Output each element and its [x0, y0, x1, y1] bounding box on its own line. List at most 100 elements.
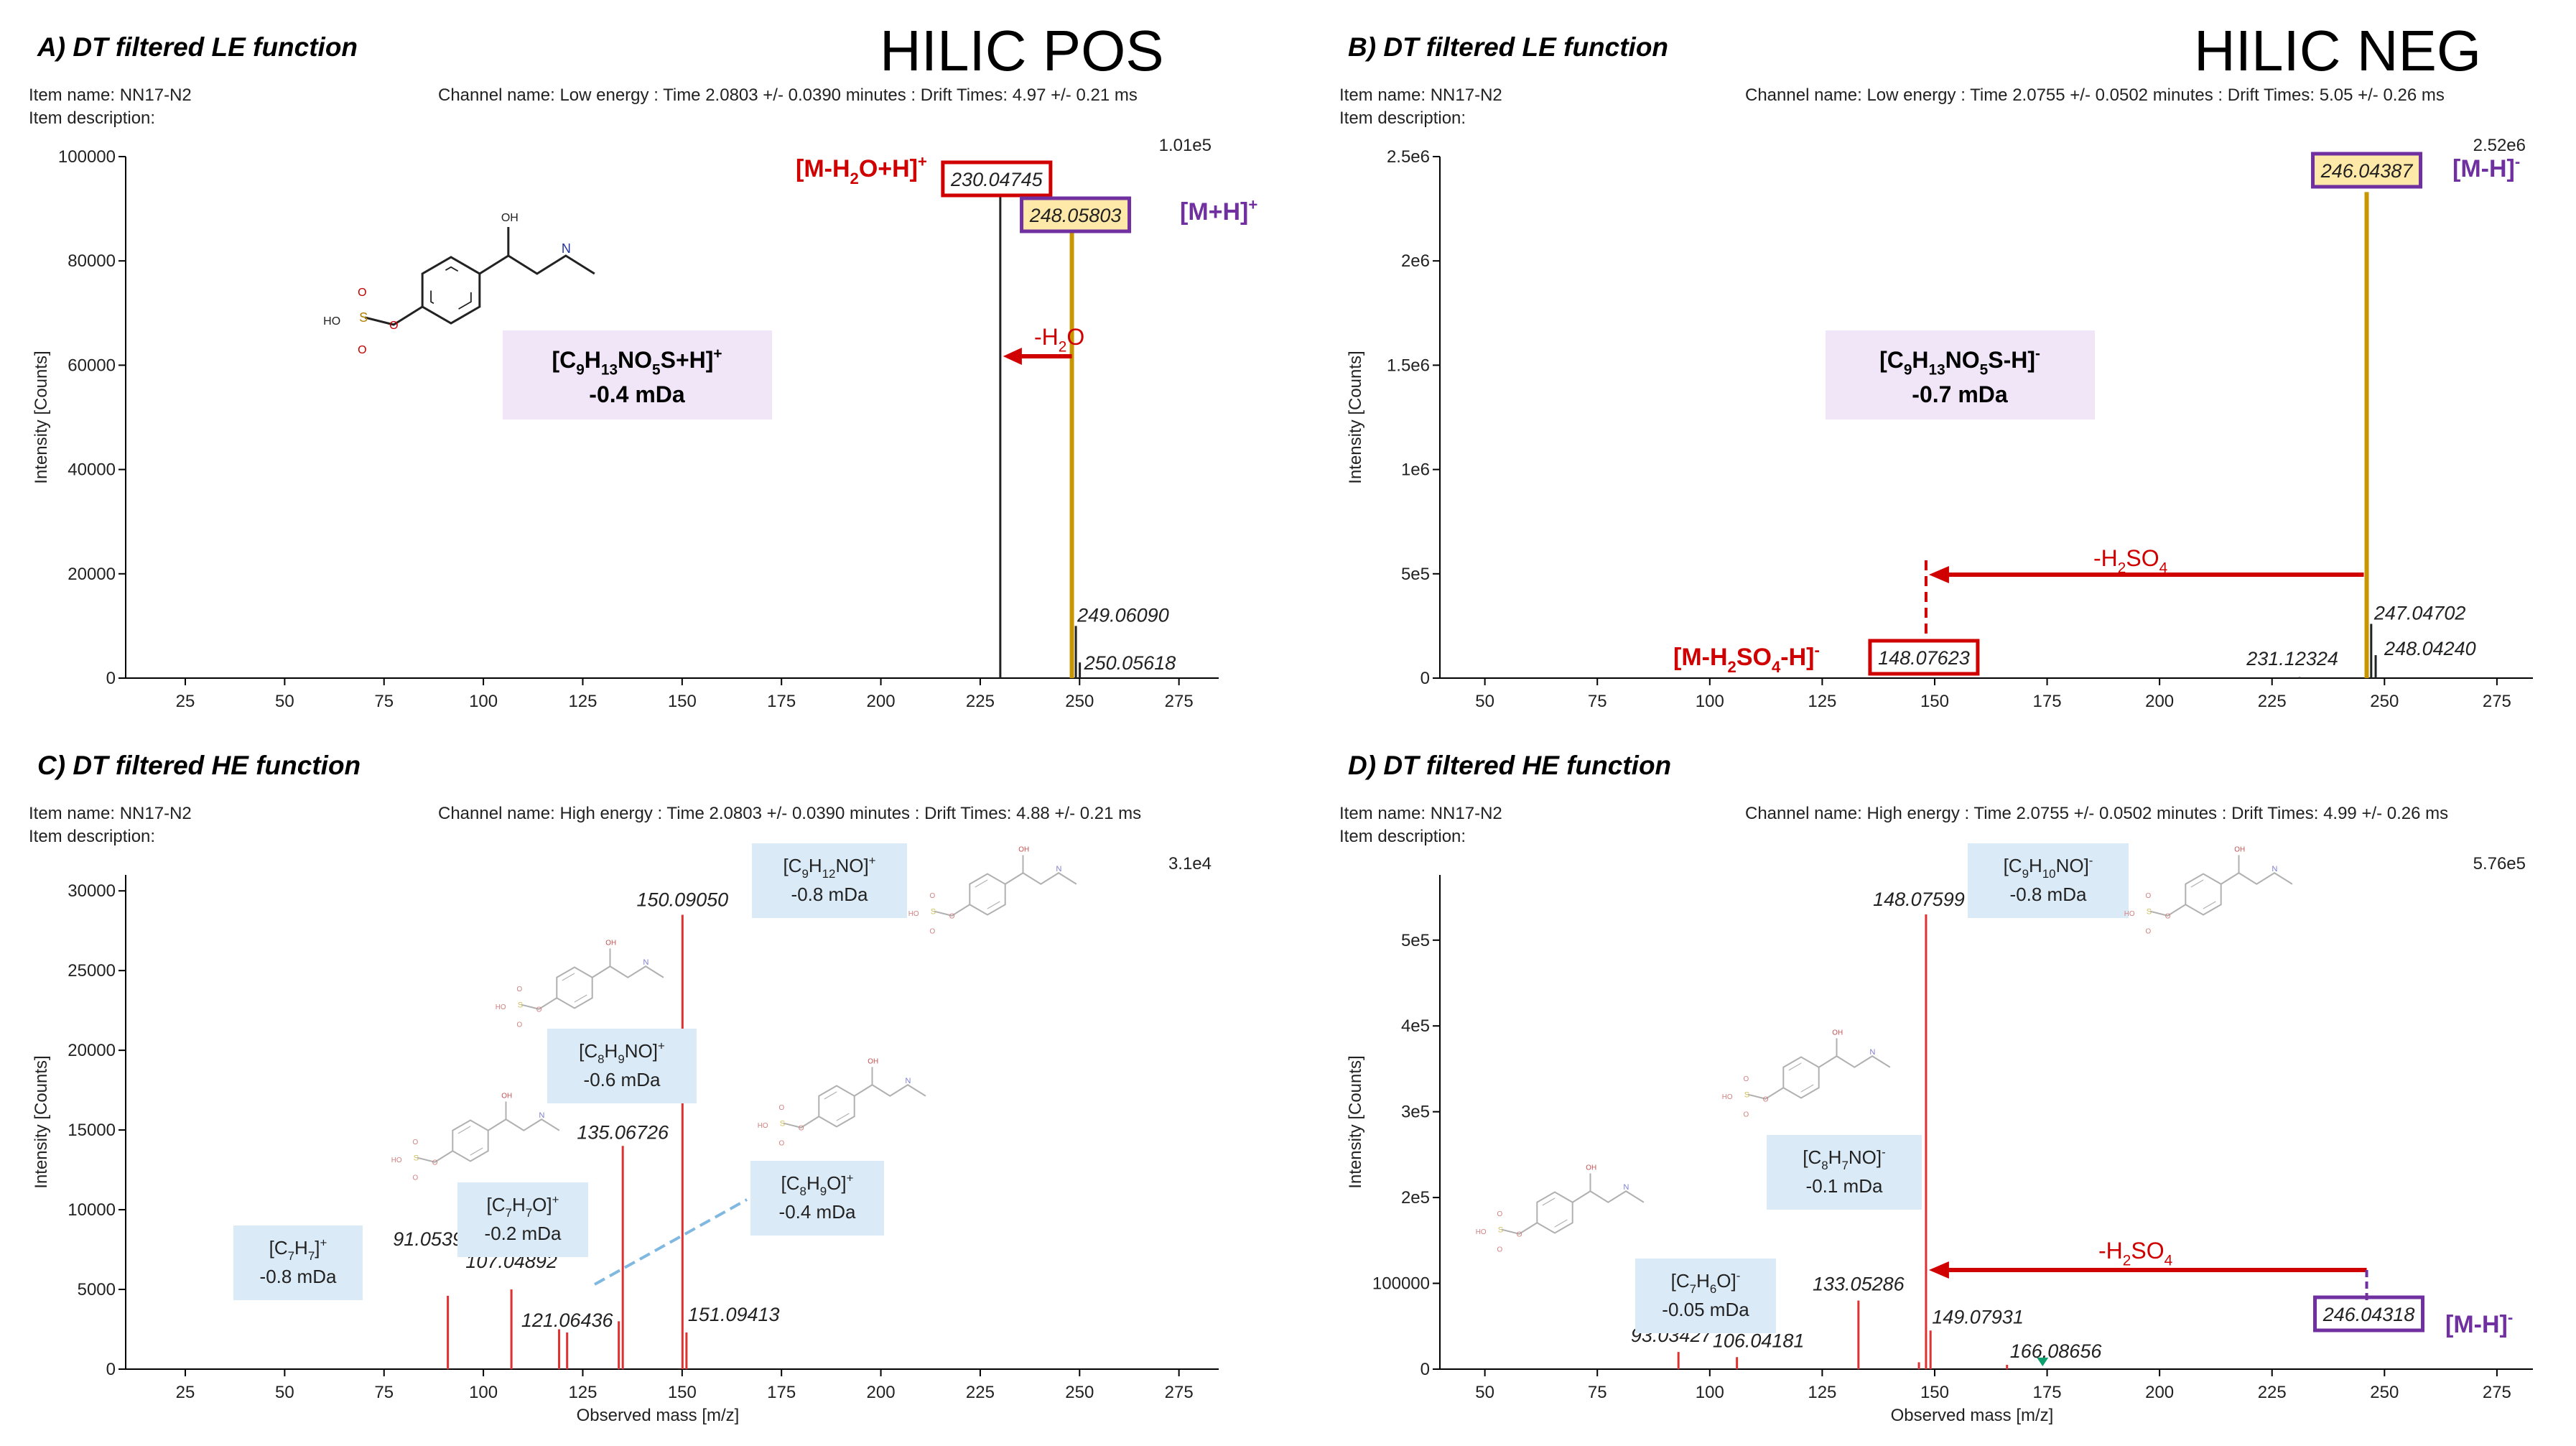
fragment-formula-part: 10 — [2042, 867, 2056, 881]
formula-main-part: 13 — [601, 362, 618, 379]
peak-label: 248.05803 — [1029, 205, 1122, 226]
x-tick-label: 225 — [966, 692, 995, 711]
fragment-formula-part: [C — [1671, 1270, 1690, 1292]
hydroxyl-label: HO — [2124, 910, 2135, 918]
oxygen-label: O — [1517, 1231, 1522, 1238]
oxygen-label: O — [1744, 1111, 1749, 1119]
x-tick-label: 150 — [668, 692, 697, 711]
x-tick-label: 75 — [1588, 1383, 1607, 1402]
ion-label-part: 2 — [1728, 658, 1736, 676]
loss-arrowhead — [1928, 1261, 1949, 1279]
hydroxyl-label: OH — [1832, 1029, 1843, 1037]
x-tick-label: 250 — [1065, 1383, 1094, 1402]
oxygen-label: O — [2146, 928, 2152, 936]
fragment-formula-part: 7 — [1690, 1282, 1696, 1296]
formula-main-part: H — [1912, 347, 1928, 373]
formula-main-part: [C — [552, 347, 576, 373]
ion-label-part: - — [2515, 152, 2520, 170]
y-tick-label: 3e5 — [1401, 1103, 1430, 1122]
loss-label-part: 2 — [1059, 339, 1067, 356]
x-tick-label: 250 — [2370, 1383, 2399, 1402]
x-tick-label: 100 — [1696, 1383, 1724, 1402]
y-tick-label: 0 — [1420, 669, 1430, 688]
fragment-formula-part: + — [847, 1172, 854, 1185]
x-tick-label: 175 — [2033, 692, 2062, 711]
benzene-inner — [562, 973, 587, 1003]
sulfate-bond — [364, 305, 423, 326]
y-tick-label: 0 — [1420, 1360, 1430, 1379]
nitrogen-label: N — [1869, 1048, 1875, 1057]
sulfur-label: S — [518, 1001, 523, 1009]
benzene-inner — [1788, 1062, 1814, 1093]
hydroxyl-label: OH — [1018, 845, 1029, 853]
peak-label: 121.06436 — [521, 1310, 614, 1331]
peak-label: 148.07599 — [1873, 889, 1965, 910]
sulfur-label: S — [1498, 1225, 1503, 1234]
x-tick-label: 200 — [2145, 1383, 2174, 1402]
y-tick-label: 1.5e6 — [1387, 356, 1430, 375]
ion-label: [M-H2SO4-H]- — [1673, 641, 1820, 676]
loss-label-part: SO — [2126, 545, 2159, 571]
fragment-box — [1767, 1135, 1922, 1210]
fragment-formula-part: [C — [2004, 855, 2022, 876]
ion-label-part: + — [1248, 195, 1257, 213]
nitrogen-label: N — [2272, 865, 2277, 873]
channel-info: Channel name: High energy : Time 2.0755 … — [1745, 804, 2448, 823]
peak-label: 246.04318 — [2322, 1304, 2415, 1325]
fragment-formula-part: [C — [269, 1237, 288, 1259]
formula-error: -0.4 mDa — [589, 381, 685, 407]
panel-title: B) DT filtered LE function — [1348, 32, 1668, 62]
fragment-error: -0.4 mDa — [779, 1201, 856, 1223]
oxygen-label: O — [1497, 1246, 1503, 1254]
scale-label: 5.76e5 — [2473, 854, 2526, 873]
sulfur-label: S — [414, 1154, 419, 1162]
formula-main-part: 5 — [652, 362, 661, 379]
ion-label-part: - — [2508, 1308, 2513, 1326]
fragment-formula-part: [C — [1803, 1146, 1821, 1168]
loss-label-part: 2 — [2118, 560, 2126, 577]
benzene-inner — [2190, 879, 2216, 909]
fragment-formula-part: [C — [781, 1172, 800, 1194]
x-tick-label: 75 — [1588, 692, 1607, 711]
fragment-formula-part: 8 — [597, 1052, 604, 1066]
fragment-formula-part: 7 — [526, 1206, 532, 1220]
x-tick-label: 150 — [1920, 692, 1949, 711]
fragment-formula: [C8H9O]+ — [781, 1172, 854, 1198]
benzene-ring — [1536, 1191, 1573, 1234]
fragment-connector — [594, 1198, 748, 1286]
x-tick-label: 275 — [1165, 692, 1194, 711]
y-tick-label: 4e5 — [1401, 1016, 1430, 1036]
fragment-formula-part: H — [2029, 855, 2042, 876]
panel-title: D) DT filtered HE function — [1348, 751, 1671, 780]
fragment-box — [750, 1161, 884, 1236]
peak-label: 231.12324 — [2246, 648, 2338, 669]
formula-main-part: [C — [1879, 347, 1904, 373]
fragment-formula-part: 8 — [1821, 1159, 1828, 1172]
nitrogen-label: N — [643, 958, 648, 967]
fragment-formula-part: ] — [315, 1237, 320, 1259]
ion-label-part: O+H] — [859, 155, 918, 182]
scale-label: 3.1e4 — [1168, 854, 1212, 873]
y-tick-label: 100000 — [1372, 1274, 1430, 1294]
peak-label-box — [1020, 196, 1132, 233]
fragment-formula-part: NO] — [625, 1040, 658, 1062]
y-tick-label: 5e5 — [1401, 565, 1430, 584]
peak-label: 106.04181 — [1713, 1330, 1805, 1351]
nitrogen-label: N — [1056, 865, 1061, 873]
hydroxyl-label: HO — [908, 910, 919, 918]
oxygen-label: O — [2146, 892, 2152, 900]
side-chain — [2221, 872, 2293, 885]
hydroxyl-label: HO — [1722, 1093, 1733, 1101]
fragment-formula-part: NO] — [2056, 855, 2089, 876]
scale-label: 2.52e6 — [2473, 136, 2526, 155]
oxygen-label: O — [779, 1104, 785, 1112]
x-axis-label: Observed mass [m/z] — [1891, 1406, 2054, 1425]
sulfate-bond — [2149, 904, 2186, 917]
ion-label: [M-H2O+H]+ — [796, 152, 927, 187]
formula-error: -0.7 mDa — [1912, 381, 2008, 407]
nitrogen-label: N — [562, 241, 571, 256]
loss-label-part: SO — [2131, 1238, 2164, 1264]
channel-info: Channel name: Low energy : Time 2.0803 +… — [438, 85, 1138, 105]
panel-D: D) DT filtered HE function Item name: NN1… — [1339, 751, 2533, 1425]
x-tick-label: 175 — [767, 1383, 796, 1402]
